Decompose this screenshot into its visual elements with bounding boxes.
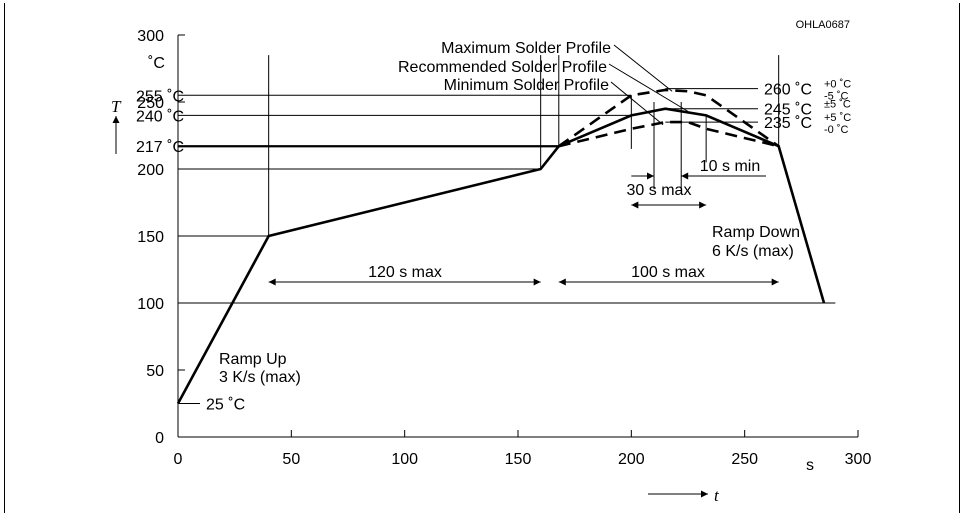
ramp-up-label-line1: Ramp Up (219, 351, 287, 368)
y-tick-label: 50 (146, 363, 164, 380)
chart-frame (4, 3, 960, 513)
y-tick-label: 300 (137, 28, 164, 45)
y-tick-label: 200 (137, 162, 164, 179)
y-unit-label: ˚C (148, 55, 165, 72)
right-temp-tol-lower: -0 ˚C (824, 124, 849, 136)
legend-leader-min (610, 81, 664, 126)
legend-min-profile: Minimum Solder Profile (444, 77, 609, 94)
right-temp-tol-upper: +0 ˚C (824, 79, 851, 91)
y-tick-label: 0 (155, 430, 164, 447)
series-line-2 (558, 120, 779, 148)
x-tick-label: 100 (391, 451, 418, 468)
x-unit-label: s (806, 457, 814, 474)
right-temp-tol-upper: +5 ˚C (824, 112, 851, 124)
y-axis-label: T (111, 97, 122, 116)
legend-leader-recommended (608, 63, 689, 112)
left-temp-label: 255 ˚C (136, 88, 184, 105)
series-line-0 (558, 88, 780, 148)
left-temp-label: 25 ˚C (206, 397, 245, 414)
x-tick-label: 300 (845, 451, 872, 468)
x-tick-label: 150 (505, 451, 532, 468)
legend-max-profile: Maximum Solder Profile (441, 40, 611, 57)
x-tick-label: 250 (731, 451, 758, 468)
legend-recommended-profile: Recommended Solder Profile (398, 59, 607, 76)
right-temp-label: 260 ˚C (764, 82, 812, 99)
y-tick-label: 100 (137, 296, 164, 313)
y-tick-label: 250 (137, 95, 164, 112)
x-axis-label: t (714, 486, 720, 505)
left-temp-label: 240 ˚C (136, 108, 184, 125)
preheat-time-label: 120 s max (368, 264, 442, 281)
ramp-up-label-line2: 3 K/s (max) (219, 369, 301, 386)
liquidus-time-label: 100 s max (631, 264, 705, 281)
min-peak-time-label: 10 s min (700, 158, 760, 175)
left-temp-label: 217 ˚C (136, 139, 184, 156)
ramp-down-label-line1: Ramp Down (712, 224, 800, 241)
x-tick-label: 50 (282, 451, 300, 468)
right-temp-label: 235 ˚C (764, 115, 812, 132)
x-tick-label: 200 (618, 451, 645, 468)
right-temp-tol-lower: -5 ˚C (824, 91, 849, 103)
x-tick-label: 0 (174, 451, 183, 468)
y-tick-label: 150 (137, 229, 164, 246)
peak-window-label: 30 s max (627, 182, 692, 199)
legend-leader-max (613, 44, 673, 92)
ramp-down-label-line2: 6 K/s (max) (712, 243, 794, 260)
figure-code: OHLA0687 (796, 19, 850, 31)
right-temp-tol-upper: ±5 ˚C (824, 99, 851, 111)
right-temp-label: 245 ˚C (764, 102, 812, 119)
